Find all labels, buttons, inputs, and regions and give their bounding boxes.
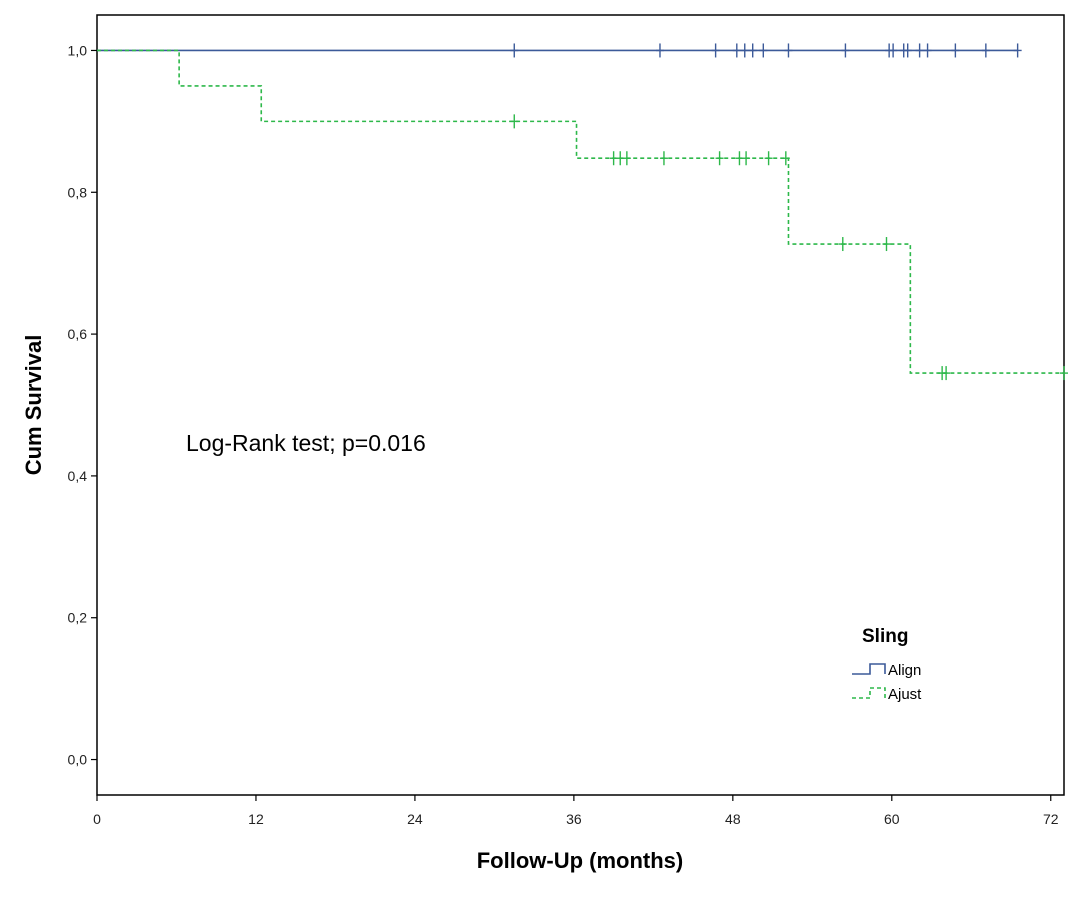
legend-label: Align	[888, 662, 921, 679]
plot-area	[96, 14, 1065, 796]
legend-items: Align Ajust	[852, 662, 922, 703]
legend: Sling Align Ajust	[852, 626, 922, 703]
y-tick-label: 0,6	[68, 326, 88, 342]
survival-step-line	[97, 49, 1064, 374]
x-tick-label: 48	[725, 811, 741, 827]
y-axis: 0,0 0,2 0,4 0,6 0,8 1,0	[68, 42, 97, 768]
annotation-text: Log-Rank test; p=0.016	[186, 430, 426, 456]
y-tick-label: 1,0	[68, 42, 88, 58]
x-tick-label: 24	[407, 811, 423, 827]
series-ajust	[97, 49, 1068, 381]
legend-swatch	[852, 663, 886, 675]
legend-label: Ajust	[888, 686, 922, 703]
x-axis: 0 12 24 36 48 60 72	[93, 795, 1059, 827]
x-axis-title: Follow-Up (months)	[477, 848, 684, 873]
legend-item-align: Align	[852, 662, 921, 679]
x-tick-label: 36	[566, 811, 582, 827]
y-tick-label: 0,0	[68, 752, 88, 768]
legend-title: Sling	[862, 626, 908, 647]
x-tick-label: 12	[248, 811, 264, 827]
y-tick-label: 0,2	[68, 610, 88, 626]
y-axis-title: Cum Survival	[21, 335, 46, 476]
y-tick-label: 0,4	[68, 468, 88, 484]
x-tick-label: 60	[884, 811, 900, 827]
series-layer	[97, 43, 1068, 381]
x-tick-label: 72	[1043, 811, 1059, 827]
legend-swatch	[852, 687, 886, 699]
x-tick-label: 0	[93, 811, 101, 827]
series-align	[97, 43, 1022, 58]
y-tick-label: 0,8	[68, 184, 88, 200]
legend-item-ajust: Ajust	[852, 686, 922, 703]
